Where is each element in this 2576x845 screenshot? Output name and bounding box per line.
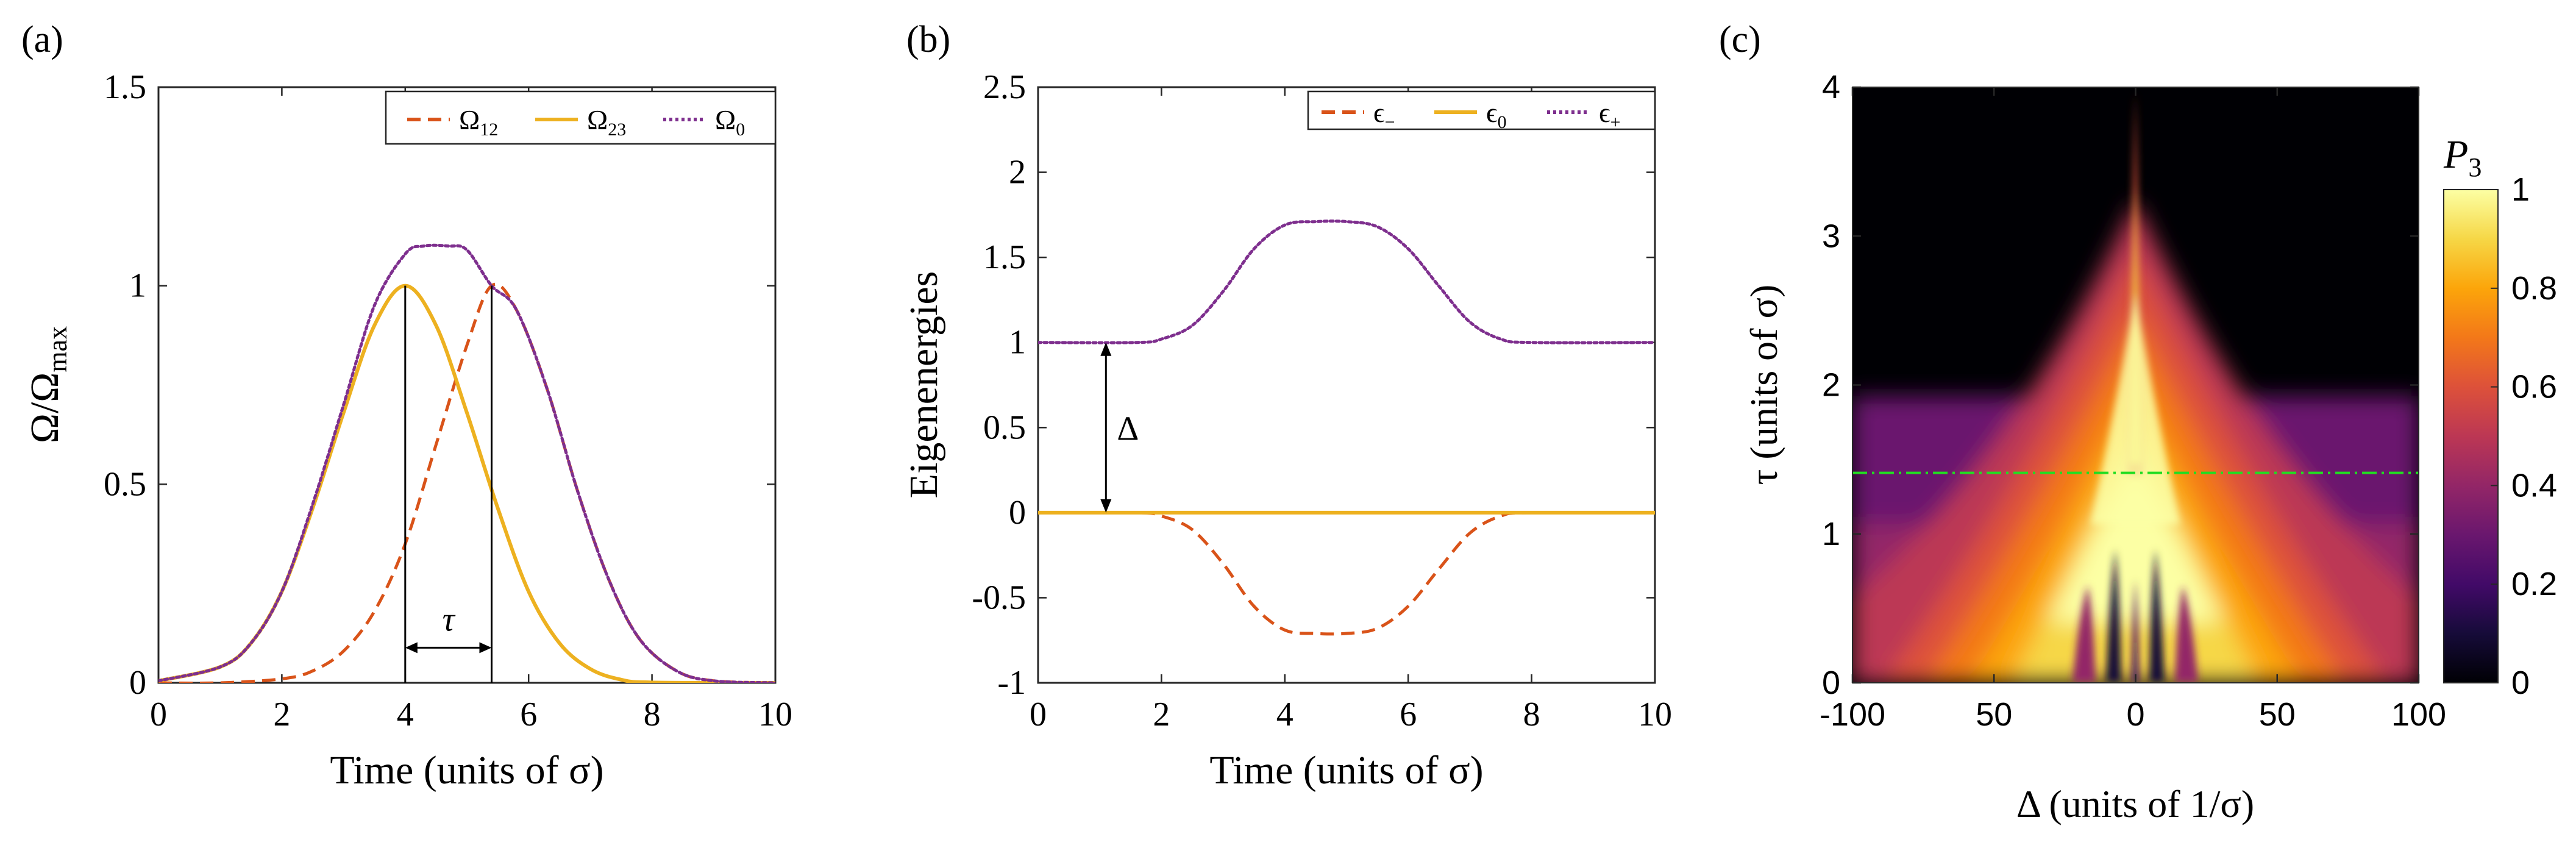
- c-xtick-label: 50: [1976, 696, 2012, 733]
- colorbar-tick-label: 0.4: [2511, 467, 2557, 504]
- a-xtick-label: 0: [150, 696, 167, 733]
- b-legend-label: ϵ−: [1373, 97, 1395, 132]
- b-ytick-label: 0: [1009, 494, 1026, 532]
- heatmap: [1852, 87, 2419, 683]
- series-b: [1038, 219, 1655, 636]
- a-ytick-label: 0: [129, 664, 146, 702]
- b-xtick-label: 10: [1638, 696, 1672, 733]
- a-ytick-label: 1.5: [104, 68, 146, 106]
- c-ytick-label: 4: [1822, 69, 1840, 105]
- colorbar-label-sub: 3: [2468, 152, 2482, 182]
- legend-b: [1307, 90, 1656, 130]
- b-ytick-label: -0.5: [972, 579, 1026, 616]
- c-xtick-label: 0: [2126, 696, 2144, 733]
- delta-label: Δ: [1117, 410, 1139, 447]
- b-xtick-label: 4: [1276, 696, 1293, 733]
- panel-label-b: (b): [906, 19, 950, 60]
- colorbar: [2443, 189, 2499, 683]
- axes-box-b: [1037, 86, 1656, 684]
- b-ytick-label: 0.5: [983, 408, 1026, 446]
- colorbar-tick-label: 0.6: [2511, 369, 2557, 405]
- ylabel-b: Eigenenergies: [902, 271, 946, 499]
- b-xtick-label: 0: [1030, 696, 1047, 733]
- delta-arrowhead-top: [1100, 342, 1112, 356]
- b-ytick-label: 1.5: [983, 238, 1026, 276]
- a-series-line-2: [158, 243, 775, 683]
- colorbar-tick-label: 0: [2511, 665, 2530, 701]
- b-ytick-label: 2.5: [983, 68, 1026, 106]
- a-xtick-label: 10: [758, 696, 792, 733]
- b-series-line-0: [1038, 510, 1655, 636]
- b-ytick-label: -1: [997, 664, 1026, 702]
- a-series-line-0: [158, 282, 775, 683]
- c-ytick-label: 3: [1822, 218, 1840, 254]
- ylabel-c: τ (units of σ): [1742, 285, 1785, 485]
- colorbar-tick-label: 0.2: [2511, 566, 2557, 602]
- c-xtick-label: -100: [1820, 696, 1885, 733]
- colorbar-tick-label: 1: [2511, 171, 2530, 208]
- tau-annotation: τ: [404, 285, 493, 683]
- colorbar-tick-label: 0.8: [2511, 270, 2557, 307]
- c-ytick-label: 1: [1822, 516, 1840, 552]
- b-ytick-label: 2: [1009, 154, 1026, 191]
- b-legend-label: ϵ0: [1486, 97, 1507, 132]
- panel-c: (c): [1719, 19, 2557, 825]
- c-xtick-label: 100: [2391, 696, 2446, 733]
- b-series-line-2: [1038, 219, 1655, 344]
- c-ytick-label: 0: [1822, 665, 1840, 701]
- a-xtick-label: 8: [644, 696, 661, 733]
- xlabel-b: Time (units of σ): [1209, 748, 1483, 793]
- b-xtick-label: 6: [1400, 696, 1417, 733]
- colorbar-label: P3: [2443, 132, 2482, 182]
- series-a: [158, 243, 775, 683]
- ylabel-a: Ω/Ωmax: [23, 326, 73, 443]
- ylabel-a-sub: max: [43, 326, 73, 373]
- a-xtick-label: 2: [273, 696, 290, 733]
- ticks-c: -100 50 0 50 100 0 1 2 3 4: [1820, 69, 2446, 733]
- b-xtick-label: 2: [1153, 696, 1170, 733]
- b-legend-label: ϵ+: [1599, 97, 1621, 132]
- tau-arrowhead-left: [405, 642, 418, 654]
- a-ytick-label: 1: [129, 267, 146, 305]
- tau-arrowhead-right: [479, 642, 492, 654]
- tau-label: τ: [443, 601, 456, 638]
- ticks-a: 0 2 4 6 8 10 0 0.5 1 1.5: [104, 68, 792, 733]
- legend-a: [385, 90, 777, 145]
- a-ytick-label: 0.5: [104, 465, 146, 503]
- a-xtick-label: 6: [520, 696, 537, 733]
- a-legend-label: Ω0: [715, 104, 745, 140]
- panel-label-a: (a): [21, 19, 63, 60]
- panel-b: (b) 0 2 4 6 8 10 -1 -0.5 0 0.5 1 1.5 2 2.5 Δ Time (un…: [902, 19, 1672, 793]
- delta-annotation: Δ: [1100, 342, 1139, 513]
- a-legend-label: Ω23: [587, 104, 626, 140]
- b-ytick-label: 1: [1009, 324, 1026, 362]
- delta-arrowhead-bottom: [1100, 499, 1112, 513]
- b-xtick-label: 8: [1523, 696, 1540, 733]
- c-ytick-label: 2: [1822, 367, 1840, 404]
- c-xtick-label: 50: [2259, 696, 2296, 733]
- colorbar-ticks: 0 0.2 0.4 0.6 0.8 1: [2491, 171, 2557, 701]
- a-xtick-label: 4: [397, 696, 414, 733]
- a-legend-label: Ω12: [459, 104, 498, 140]
- xlabel-c: Δ (units of 1/σ): [2016, 782, 2254, 825]
- axes-box-a: [157, 86, 777, 684]
- panel-label-c: (c): [1719, 19, 1761, 60]
- xlabel-a: Time (units of σ): [330, 748, 603, 793]
